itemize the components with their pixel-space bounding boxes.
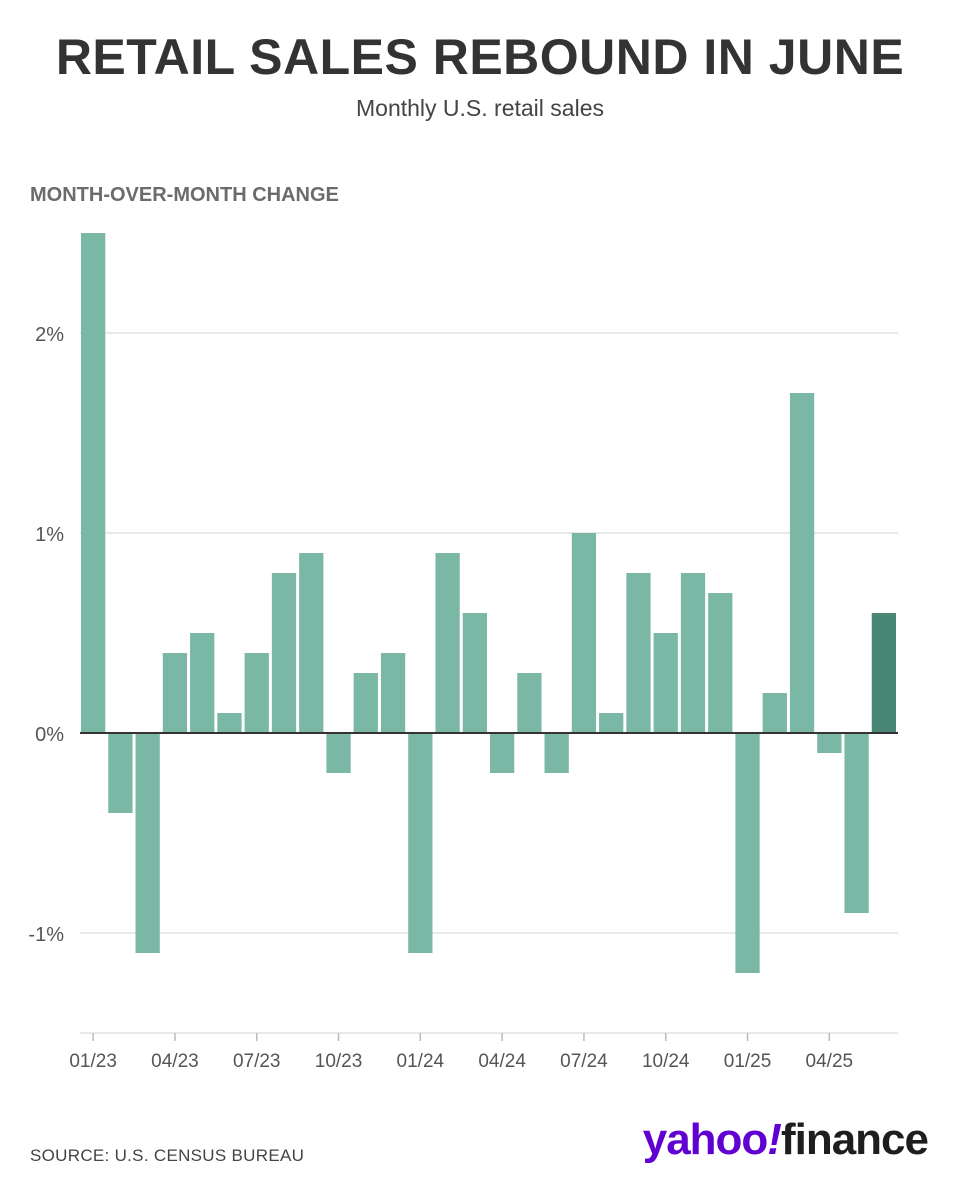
x-tick-label: 01/24: [397, 1051, 445, 1072]
y-axis-label: MONTH-OVER-MONTH CHANGE: [30, 184, 339, 206]
bar: [708, 593, 733, 733]
bar: [326, 733, 351, 773]
x-tick-label: 04/24: [478, 1051, 526, 1072]
bar: [762, 693, 787, 733]
chart-title: RETAIL SALES REBOUND IN JUNE: [55, 29, 905, 85]
logo-brand: yahoo: [642, 1115, 769, 1164]
bar: [271, 573, 297, 733]
bar: [517, 673, 542, 733]
bar: [244, 653, 269, 733]
bar: [599, 713, 624, 733]
bar: [462, 613, 487, 733]
source-note: SOURCE: U.S. CENSUS BUREAU: [30, 1146, 305, 1165]
bar: [490, 733, 515, 773]
bar: [190, 633, 215, 733]
bar: [871, 613, 896, 733]
y-tick-label: -1%: [28, 924, 64, 946]
bar: [135, 733, 160, 953]
x-tick-label: 04/25: [806, 1051, 854, 1072]
chart-subtitle: Monthly U.S. retail sales: [356, 95, 604, 121]
x-tick-label: 01/25: [724, 1051, 772, 1072]
logo-mark: !: [767, 1115, 782, 1164]
bar: [435, 553, 460, 733]
x-tick-label: 07/23: [233, 1051, 281, 1072]
bar: [571, 533, 597, 733]
logo-product: finance: [780, 1115, 929, 1164]
bar-chart: -1% 0% 1% 2% 01/23 04/23 07/23 10/23 01/24 04/24 0…: [28, 233, 898, 1072]
y-tick-label: 2%: [35, 324, 64, 346]
bar: [817, 733, 842, 753]
y-tick-label: 1%: [35, 524, 64, 546]
x-tick-label: 10/23: [315, 1051, 363, 1072]
bar: [653, 633, 678, 733]
bar: [544, 733, 569, 773]
y-tick-label: 0%: [35, 724, 64, 746]
bar: [735, 733, 760, 973]
bar: [680, 573, 706, 733]
x-tick-label: 07/24: [560, 1051, 608, 1072]
bar: [626, 573, 651, 733]
bar: [789, 393, 815, 733]
bar: [380, 653, 406, 733]
bar: [299, 553, 324, 733]
bar: [108, 733, 133, 813]
yahoo-finance-logo: yahoo!finance: [642, 1115, 929, 1165]
bar: [408, 733, 433, 953]
bar: [217, 713, 242, 733]
x-tick-label: 10/24: [642, 1051, 690, 1072]
bar: [162, 653, 188, 733]
bar: [844, 733, 869, 913]
x-tick-label: 04/23: [151, 1051, 199, 1072]
bar: [81, 233, 106, 733]
x-tick-label: 01/23: [69, 1051, 117, 1072]
bar: [353, 673, 378, 733]
